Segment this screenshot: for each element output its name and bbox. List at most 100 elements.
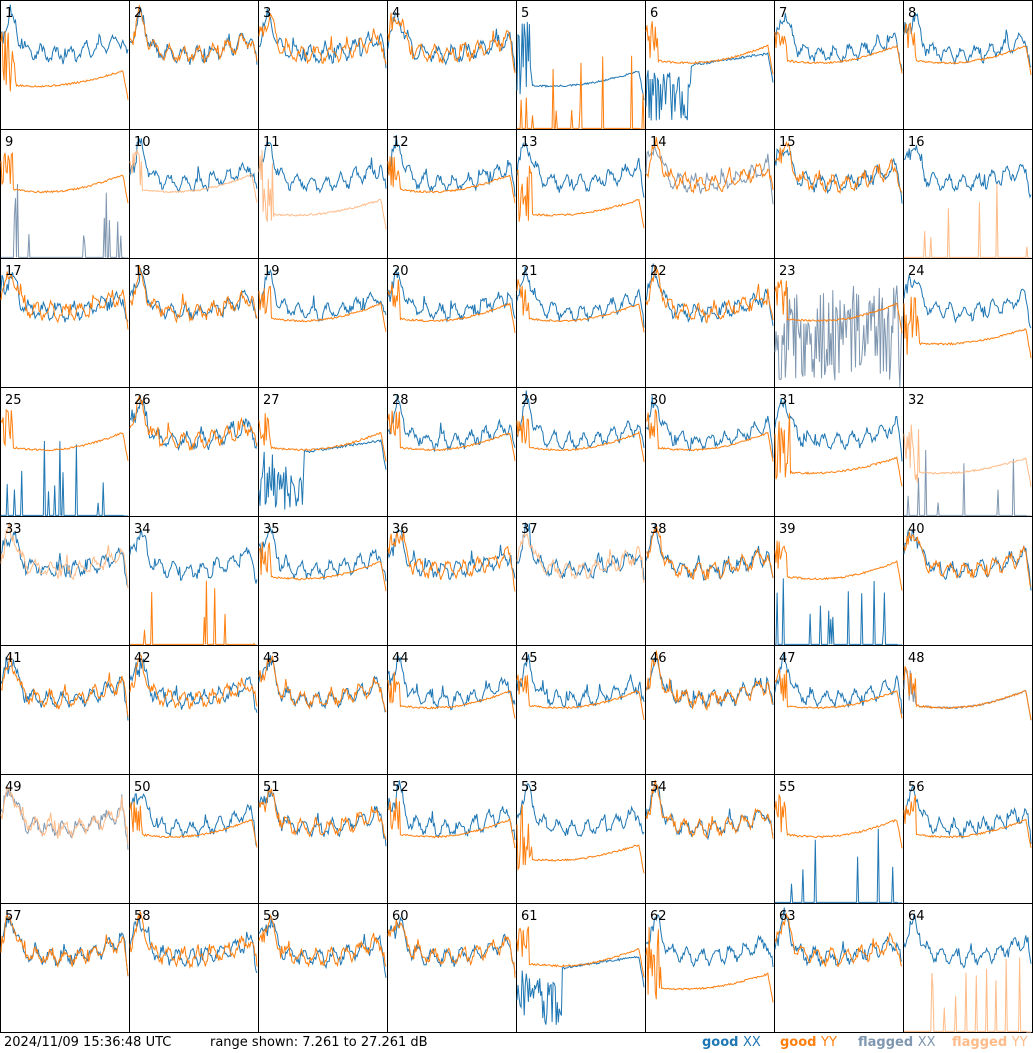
panel-label: 28 xyxy=(392,393,409,408)
panel-38: 38 xyxy=(645,516,775,646)
series-yy-good xyxy=(516,804,645,874)
panel-label: 13 xyxy=(521,135,538,150)
series-yy-good xyxy=(903,795,1032,848)
panel-label: 11 xyxy=(263,135,280,150)
series-yy-good xyxy=(903,22,1032,75)
panel-frame xyxy=(387,0,517,130)
series-xx-flagged xyxy=(904,449,1031,517)
series-yy-good xyxy=(129,395,258,451)
panel-58: 58 xyxy=(129,903,259,1033)
series-xx-good xyxy=(903,11,1032,68)
panel-label: 26 xyxy=(134,393,151,408)
series-yy-good xyxy=(903,296,1032,359)
series-yy-good xyxy=(645,927,774,1003)
panel-40: 40 xyxy=(903,516,1033,646)
panel-label: 61 xyxy=(521,909,538,924)
series-yy-good xyxy=(387,279,516,334)
panel-label: 29 xyxy=(521,393,538,408)
panel-24: 24 xyxy=(903,258,1033,388)
panel-label: 59 xyxy=(263,909,280,924)
panel-label: 33 xyxy=(5,522,22,537)
series-xx-good xyxy=(387,394,516,453)
panel-label: 22 xyxy=(650,264,667,279)
panel-4: 4 xyxy=(387,0,517,130)
panel-label: 20 xyxy=(392,264,409,279)
panel-label: 31 xyxy=(779,393,796,408)
panel-label: 45 xyxy=(521,651,538,666)
panel-47: 47 xyxy=(774,645,904,775)
series-yy-good xyxy=(387,12,516,74)
series-xx-good xyxy=(0,530,129,588)
panel-22: 22 xyxy=(645,258,775,388)
series-xx-good xyxy=(129,917,258,974)
panel-label: 10 xyxy=(134,135,151,150)
series-xx-good xyxy=(775,578,902,646)
series-xx-good xyxy=(516,955,645,1025)
series-xx-flagged xyxy=(645,144,774,205)
series-yy-good xyxy=(645,409,774,462)
panel-label: 16 xyxy=(908,135,925,150)
panel-label: 8 xyxy=(908,6,916,21)
panel-56: 56 xyxy=(903,774,1033,904)
panel-label: 6 xyxy=(650,6,658,21)
panel-label: 35 xyxy=(263,522,280,537)
series-yy-good xyxy=(130,580,257,646)
series-xx-good xyxy=(1,440,128,517)
panel-18: 18 xyxy=(129,258,259,388)
series-yy-good xyxy=(774,668,903,719)
series-yy-good xyxy=(645,780,774,839)
panel-label: 48 xyxy=(908,651,925,666)
panel-label: 36 xyxy=(392,522,409,537)
panel-36: 36 xyxy=(387,516,517,646)
panel-label: 53 xyxy=(521,780,538,795)
panel-41: 41 xyxy=(0,645,130,775)
series-yy-good xyxy=(645,524,774,581)
panel-59: 59 xyxy=(258,903,388,1033)
footer-bar: 2024/11/09 15:36:48 UTC range shown: 7.2… xyxy=(0,1033,1033,1053)
panel-label: 34 xyxy=(134,522,151,537)
series-xx-good xyxy=(0,4,129,65)
series-xx-good xyxy=(903,529,1032,591)
panel-label: 50 xyxy=(134,780,151,795)
series-xx-good xyxy=(258,916,387,978)
series-xx-good xyxy=(129,530,258,584)
series-xx-good xyxy=(903,274,1032,329)
series-xx-good xyxy=(774,398,903,462)
series-xx-flagged xyxy=(903,667,1032,721)
panel-26: 26 xyxy=(129,387,259,517)
series-yy-good xyxy=(387,671,516,719)
panel-49: 49 xyxy=(0,774,130,904)
series-yy-good xyxy=(387,530,516,592)
panel-label: 30 xyxy=(650,393,667,408)
panel-label: 46 xyxy=(650,651,667,666)
series-xx-good xyxy=(0,272,129,323)
series-yy-good xyxy=(774,141,903,195)
series-yy-good xyxy=(0,408,129,461)
panel-label: 54 xyxy=(650,780,667,795)
panel-35: 35 xyxy=(258,516,388,646)
panel-label: 39 xyxy=(779,522,796,537)
panel-19: 19 xyxy=(258,258,388,388)
series-xx-good xyxy=(903,913,1032,969)
panel-52: 52 xyxy=(387,774,517,904)
series-yy-good xyxy=(0,271,129,330)
panel-43: 43 xyxy=(258,645,388,775)
series-yy-flagged xyxy=(0,521,129,589)
panel-10: 10 xyxy=(129,129,259,259)
series-xx-good xyxy=(516,390,645,451)
legend-good-yy: good YY xyxy=(780,1035,837,1050)
panel-label: 1 xyxy=(5,6,13,21)
legend-flagged-xx: flagged XX xyxy=(858,1035,936,1050)
series-yy-flagged xyxy=(904,183,1031,259)
panel-label: 18 xyxy=(134,264,151,279)
panel-label: 58 xyxy=(134,909,151,924)
panel-label: 17 xyxy=(5,264,22,279)
series-yy-good xyxy=(258,542,387,592)
panel-15: 15 xyxy=(774,129,904,259)
series-yy-good xyxy=(774,413,903,487)
panel-frame xyxy=(903,0,1033,130)
series-xx-good xyxy=(258,525,387,582)
panel-label: 7 xyxy=(779,6,787,21)
panel-48: 48 xyxy=(903,645,1033,775)
panel-label: 47 xyxy=(779,651,796,666)
